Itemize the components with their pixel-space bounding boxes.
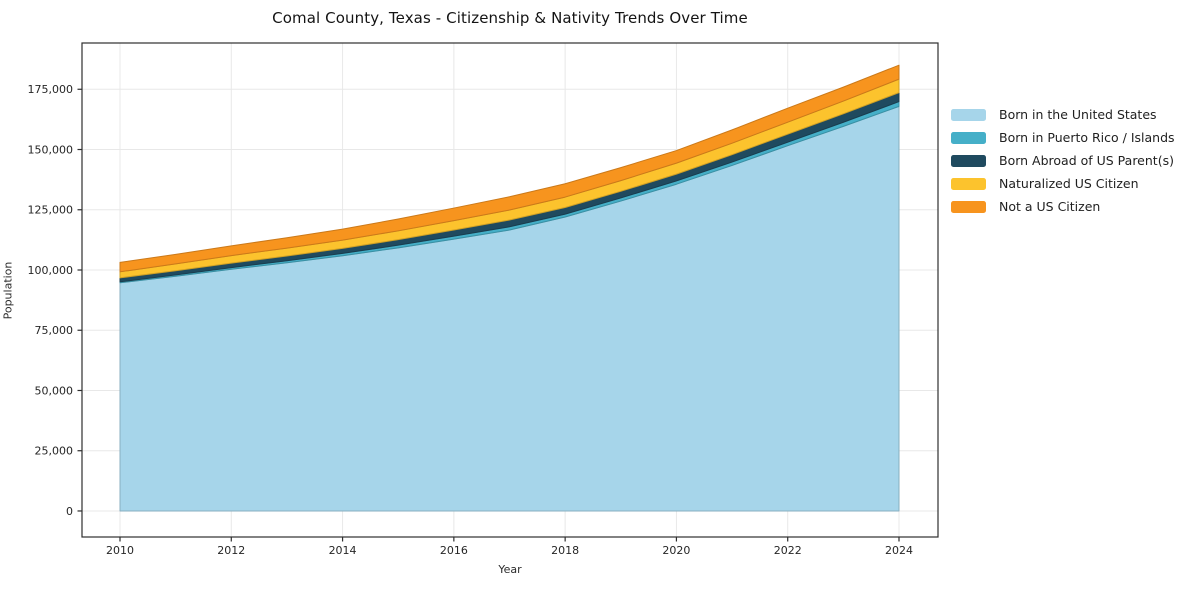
legend-label: Born Abroad of US Parent(s)	[999, 153, 1174, 168]
legend-swatch	[951, 177, 986, 190]
y-axis-label: Population	[1, 261, 15, 320]
x-tick-label: 2024	[885, 544, 913, 557]
y-tick-label: 175,000	[28, 83, 74, 96]
x-tick-label: 2018	[551, 544, 579, 557]
x-tick-label: 2012	[217, 544, 245, 557]
x-tick-label: 2010	[106, 544, 134, 557]
x-tick-label: 2016	[440, 544, 468, 557]
y-tick-label: 25,000	[35, 445, 74, 458]
legend-swatch	[951, 131, 986, 144]
legend-label: Naturalized US Citizen	[999, 176, 1139, 191]
legend-label: Born in Puerto Rico / Islands	[999, 130, 1175, 145]
legend-item: Naturalized US Citizen	[951, 172, 1175, 195]
plot-border	[81, 42, 939, 538]
chart-title: Comal County, Texas - Citizenship & Nati…	[272, 9, 748, 27]
legend-item: Not a US Citizen	[951, 195, 1175, 218]
legend-item: Born in Puerto Rico / Islands	[951, 126, 1175, 149]
legend-label: Born in the United States	[999, 107, 1157, 122]
x-tick-label: 2014	[329, 544, 357, 557]
legend-swatch	[951, 154, 986, 167]
legend: Born in the United States Born in Puerto …	[951, 103, 1175, 218]
y-tick-label: 0	[66, 505, 73, 518]
x-tick-label: 2022	[774, 544, 802, 557]
legend-label: Not a US Citizen	[999, 199, 1101, 214]
legend-swatch	[951, 200, 986, 213]
legend-item: Born Abroad of US Parent(s)	[951, 149, 1175, 172]
legend-item: Born in the United States	[951, 103, 1175, 126]
x-axis-label: Year	[498, 563, 522, 576]
y-tick-label: 75,000	[35, 324, 74, 337]
y-tick-label: 125,000	[28, 204, 74, 217]
y-tick-label: 150,000	[28, 143, 74, 156]
y-tick-label: 50,000	[35, 384, 74, 397]
x-tick-label: 2020	[662, 544, 690, 557]
y-tick-label: 100,000	[28, 264, 74, 277]
area-born-in-the-united-states	[119, 105, 900, 512]
area-not-a-us-citizen	[119, 64, 900, 273]
legend-swatch	[951, 108, 986, 121]
